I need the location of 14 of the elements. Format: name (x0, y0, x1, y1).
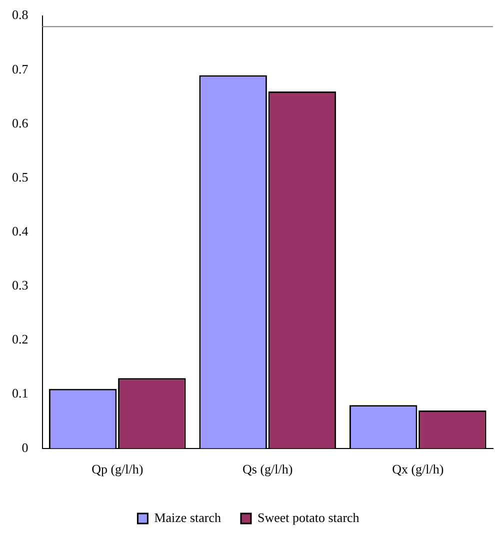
legend-label: Maize starch (154, 510, 222, 525)
y-tick-label: 0.8 (12, 7, 28, 22)
y-tick-label: 0.5 (12, 169, 28, 184)
y-tick-label: 0 (22, 440, 28, 455)
y-tick-label: 0.7 (12, 61, 29, 76)
x-tick-label: Qs (g/l/h) (242, 462, 293, 477)
y-tick-label: 0.3 (12, 278, 28, 293)
y-tick-label: 0.4 (12, 224, 29, 239)
y-tick-label: 0.1 (12, 386, 28, 401)
legend-label: Sweet potato starch (257, 510, 360, 525)
y-tick-label: 0.6 (12, 115, 29, 130)
x-tick-label: Qx (g/l/h) (392, 462, 444, 477)
y-tick-label: 0.2 (12, 332, 28, 347)
x-tick-label: Qp (g/l/h) (92, 462, 144, 477)
